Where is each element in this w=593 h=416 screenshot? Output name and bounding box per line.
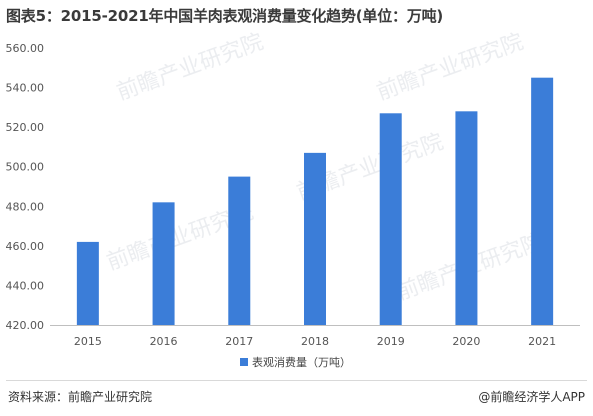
y-tick-label: 460.00: [6, 240, 45, 253]
x-tick-label: 2015: [74, 335, 102, 348]
legend-label: 表观消费量（万吨）: [252, 355, 351, 369]
y-tick-label: 560.00: [6, 42, 45, 55]
legend: 表观消费量（万吨）: [240, 355, 351, 369]
bars: [76, 77, 554, 326]
brand-label: @前瞻经济学人APP: [478, 390, 585, 404]
bar-2020: [455, 111, 478, 325]
chart-title: 图表5：2015-2021年中国羊肉表观消费量变化趋势(单位：万吨): [6, 7, 444, 25]
y-tick-label: 480.00: [6, 200, 45, 213]
y-axis: 420.00 440.00 460.00 480.00 500.00 520.00 540.…: [6, 42, 45, 332]
brand-credit: @前瞻经济学人APP: [478, 388, 585, 405]
x-tick-label: 2018: [301, 335, 329, 348]
source-note: 资料来源：前瞻产业研究院: [8, 390, 153, 404]
x-axis: 2015 2016 2017 2018 2019 2020 2021: [74, 335, 556, 348]
footer-divider: [6, 380, 587, 381]
watermark-text: 前瞻产业研究院: [114, 29, 267, 105]
bar-2017: [228, 176, 251, 325]
y-tick-label: 520.00: [6, 121, 45, 134]
y-tick-label: 420.00: [6, 319, 45, 332]
x-tick-label: 2017: [225, 335, 253, 348]
legend-swatch: [240, 358, 248, 366]
watermark-text: 前瞻产业研究院: [374, 29, 527, 105]
x-tick-label: 2019: [377, 335, 405, 348]
bar-2021: [531, 77, 554, 325]
x-tick-label: 2020: [452, 335, 480, 348]
bar-2019: [379, 113, 402, 326]
y-tick-label: 540.00: [6, 82, 45, 95]
x-tick-label: 2021: [528, 335, 556, 348]
y-tick-label: 500.00: [6, 161, 45, 174]
bar-2015: [76, 241, 99, 325]
x-tick-label: 2016: [150, 335, 178, 348]
bar-2018: [304, 152, 326, 325]
y-tick-label: 440.00: [6, 279, 45, 292]
bar-2016: [152, 202, 175, 325]
bar-chart: 前瞻产业研究院 前瞻产业研究院 前瞻产业研究院 前瞻产业研究院 前瞻产业研究院 …: [6, 29, 580, 369]
